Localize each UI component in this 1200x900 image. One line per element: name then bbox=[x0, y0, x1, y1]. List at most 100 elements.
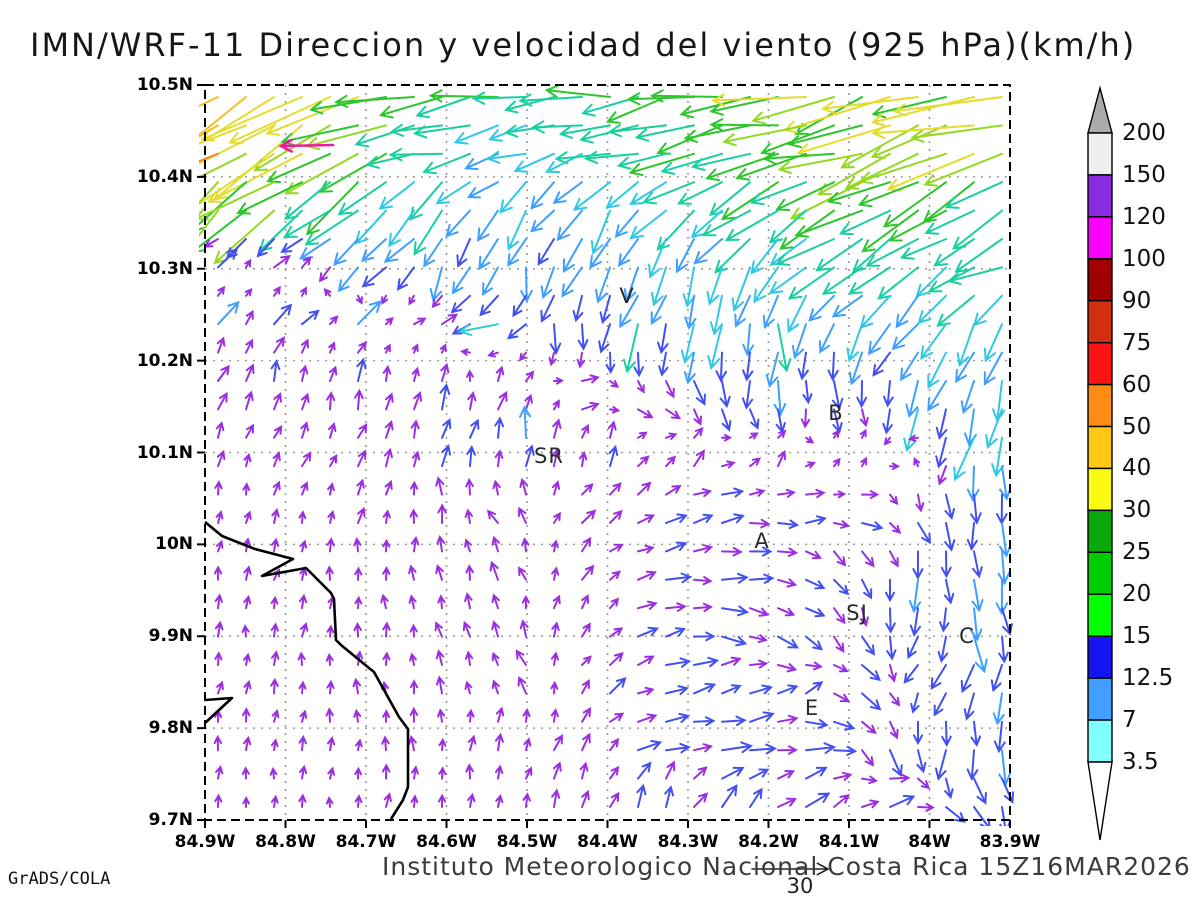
wind-vector bbox=[217, 391, 228, 411]
wind-vector bbox=[551, 480, 561, 496]
wind-vector bbox=[326, 624, 335, 638]
wind-vectors-layer bbox=[199, 84, 1015, 826]
wind-vector bbox=[530, 209, 555, 233]
wind-vector bbox=[660, 152, 723, 175]
wind-vector bbox=[410, 480, 419, 496]
wind-vector bbox=[665, 657, 692, 668]
wind-vector bbox=[777, 770, 796, 780]
wind-vector bbox=[944, 181, 1003, 209]
wind-vector bbox=[779, 209, 835, 250]
colorbar-below-arrow bbox=[1087, 761, 1113, 841]
wind-vector bbox=[998, 749, 1011, 787]
wind-vector bbox=[749, 488, 766, 497]
wind-vector bbox=[329, 315, 339, 326]
wind-vector bbox=[581, 706, 592, 723]
wind-vector bbox=[805, 718, 829, 729]
wind-vector bbox=[471, 91, 527, 105]
wind-vector bbox=[530, 181, 555, 210]
wind-vector bbox=[525, 370, 535, 382]
wind-vector bbox=[637, 740, 663, 752]
colorbar-level-label: 50 bbox=[1122, 413, 1152, 440]
wind-vector bbox=[891, 323, 919, 351]
wind-vector bbox=[665, 712, 691, 724]
wind-vector bbox=[438, 793, 447, 808]
wind-vector bbox=[244, 390, 254, 411]
wind-vector bbox=[749, 573, 775, 584]
wind-vector bbox=[973, 806, 991, 826]
wind-vector bbox=[693, 792, 709, 808]
wind-vector bbox=[409, 679, 419, 695]
wind-vector bbox=[637, 408, 654, 419]
colorbar-level-label: 100 bbox=[1122, 245, 1166, 272]
wind-vector bbox=[409, 706, 419, 723]
wind-vector bbox=[552, 594, 561, 610]
y-axis-label: 10.3N bbox=[136, 258, 193, 279]
wind-vector bbox=[270, 794, 279, 808]
wind-vector bbox=[323, 287, 332, 297]
station-label-e: E bbox=[804, 696, 820, 720]
wind-vector bbox=[992, 380, 1006, 423]
wind-vector bbox=[920, 323, 947, 360]
wind-vector bbox=[354, 766, 363, 780]
wind-vector bbox=[609, 676, 627, 695]
wind-vector bbox=[805, 635, 824, 651]
wind-vector bbox=[800, 408, 811, 429]
wind-vector bbox=[524, 766, 533, 780]
wind-vector bbox=[519, 477, 529, 496]
wind-vector bbox=[833, 720, 856, 731]
wind-vector bbox=[273, 255, 291, 269]
station-label-c: C bbox=[959, 624, 975, 648]
wind-vector bbox=[628, 152, 695, 176]
wind-vector bbox=[677, 181, 723, 205]
wind-vector bbox=[437, 708, 446, 723]
wind-vector bbox=[750, 238, 779, 275]
wind-vector bbox=[599, 294, 611, 325]
wind-vector bbox=[900, 351, 919, 382]
wind-vector bbox=[441, 418, 452, 439]
wind-vector bbox=[805, 488, 826, 499]
colorbar-segment bbox=[1087, 174, 1113, 218]
wind-vector bbox=[199, 124, 275, 172]
wind-vector bbox=[551, 447, 561, 468]
wind-vector bbox=[550, 680, 559, 695]
wind-vector bbox=[334, 94, 415, 109]
wind-vector bbox=[664, 785, 674, 808]
wind-vector bbox=[731, 266, 751, 313]
wind-vector bbox=[749, 607, 770, 617]
wind-vector bbox=[922, 181, 975, 224]
wind-vector bbox=[693, 544, 714, 554]
wind-vector bbox=[861, 578, 873, 600]
wind-vector bbox=[384, 479, 393, 496]
wind-vector bbox=[326, 679, 335, 695]
x-axis-label: 84.9W bbox=[174, 832, 236, 852]
wind-vector bbox=[217, 364, 230, 382]
wind-vector bbox=[944, 522, 956, 552]
wind-vector bbox=[768, 266, 807, 295]
wind-vector bbox=[318, 266, 331, 283]
wind-vector bbox=[518, 351, 527, 362]
wind-vector bbox=[382, 538, 391, 553]
wind-vector bbox=[396, 266, 415, 291]
wind-vector bbox=[333, 238, 359, 266]
wind-vector bbox=[489, 560, 499, 581]
wind-vector bbox=[861, 635, 876, 656]
wind-vector bbox=[589, 238, 611, 270]
wind-vector bbox=[411, 366, 420, 382]
wind-vector bbox=[530, 120, 583, 134]
wind-vector bbox=[858, 152, 947, 185]
wind-vector bbox=[749, 787, 763, 808]
wind-vector bbox=[626, 92, 695, 106]
wind-vector bbox=[721, 784, 738, 808]
wind-vector bbox=[301, 309, 320, 326]
wind-vector bbox=[507, 238, 527, 267]
wind-vector bbox=[576, 351, 586, 369]
wind-vector bbox=[609, 570, 622, 581]
wind-vector bbox=[278, 138, 335, 153]
wind-vector bbox=[637, 514, 656, 524]
wind-vector bbox=[721, 715, 747, 726]
colorbar-segment bbox=[1087, 509, 1113, 554]
wind-vector bbox=[544, 84, 611, 98]
wind-vector bbox=[431, 294, 443, 309]
wind-vector bbox=[939, 607, 950, 633]
wind-vector bbox=[693, 682, 717, 695]
